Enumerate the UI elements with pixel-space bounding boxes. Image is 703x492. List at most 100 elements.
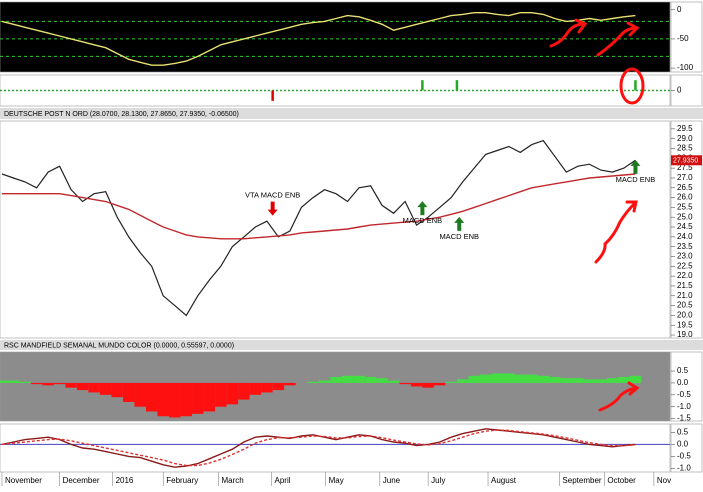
- panel-background: [0, 1, 671, 73]
- last-price-label: 27.9350: [673, 158, 698, 165]
- panel: RSC MANDFIELD SEMANAL MUNDO COLOR (0.000…: [0, 340, 703, 423]
- bar: [410, 382, 423, 387]
- bar: [595, 379, 607, 383]
- bar: [606, 378, 619, 383]
- y-tick-label: -1.5: [677, 414, 691, 423]
- bar: [468, 375, 480, 383]
- panel-background: [0, 74, 671, 107]
- series-line: [2, 173, 636, 240]
- bar: [157, 382, 169, 417]
- y-tick-label: -1.0: [677, 402, 691, 411]
- bar: [618, 376, 630, 383]
- panel: 0 -50 -100: [0, 1, 703, 73]
- panel: 0: [0, 74, 703, 107]
- annotation: MACD ENB: [403, 216, 443, 225]
- bar: [318, 380, 331, 383]
- bar: [215, 382, 227, 407]
- bar: [19, 381, 31, 383]
- panel: DEUTSCHE POST N ORD (28.0700, 28.1300, 2…: [0, 108, 703, 339]
- bar: [122, 382, 135, 402]
- x-tick-label: October: [607, 476, 636, 485]
- bar: [238, 382, 250, 400]
- x-tick-label: December: [63, 476, 100, 485]
- hand-drawn-marks: [549, 18, 645, 412]
- y-tick-label: -0.5: [677, 452, 691, 461]
- scribble-arrow: [549, 18, 588, 48]
- x-tick-label: July: [431, 476, 445, 485]
- y-tick-label: 25.0: [677, 212, 693, 221]
- series-line: [1, 12, 636, 66]
- y-tick-label: 0.5: [677, 366, 689, 375]
- y-tick-label: 26.0: [677, 193, 693, 202]
- value-axis: [670, 74, 703, 107]
- y-tick-label: 21.5: [677, 281, 693, 290]
- bar: [7, 380, 20, 383]
- y-tick-label: 23.0: [677, 252, 693, 261]
- last-price-box: [671, 155, 702, 166]
- bar: [42, 382, 54, 386]
- annotation: VTA MACD ENB: [245, 191, 300, 200]
- signal-arrow: [267, 201, 278, 216]
- bar: [145, 382, 158, 412]
- x-tick-label: September: [562, 476, 601, 485]
- bar: [330, 376, 342, 383]
- y-tick-label: -100: [677, 63, 694, 72]
- bar: [99, 382, 112, 395]
- panel-header: [0, 108, 703, 119]
- bar: [560, 378, 573, 383]
- bar: [572, 378, 584, 383]
- panel-header: [0, 340, 703, 350]
- y-tick-label: 22.5: [677, 261, 693, 270]
- bar: [76, 382, 89, 391]
- bar: [192, 382, 204, 414]
- bar: [180, 382, 193, 417]
- y-tick-label: 24.5: [677, 222, 693, 231]
- bar: [583, 379, 596, 383]
- y-tick-label: 28.5: [677, 144, 693, 153]
- scribble-arrow: [596, 21, 640, 57]
- bar: [376, 378, 388, 383]
- y-tick-label: 21.0: [677, 291, 693, 300]
- bar: [364, 376, 377, 383]
- y-tick-label: 20.0: [677, 311, 693, 320]
- bar: [387, 380, 400, 383]
- scribble-arrow: [598, 381, 640, 412]
- bar: [203, 382, 216, 412]
- bar: [111, 382, 123, 398]
- annotation: MACD ENB: [616, 175, 656, 184]
- panel-background: [0, 423, 671, 473]
- bar: [271, 90, 274, 101]
- bar: [307, 381, 319, 383]
- y-tick-label: 22.0: [677, 271, 693, 280]
- bar: [491, 373, 503, 383]
- y-tick-label: 25.5: [677, 203, 693, 212]
- x-tick-label: June: [383, 476, 401, 485]
- bar: [53, 382, 66, 385]
- y-tick-label: 23.5: [677, 242, 693, 251]
- y-tick-label: 20.5: [677, 301, 693, 310]
- series-line: [1, 429, 636, 467]
- bar: [537, 375, 550, 383]
- bar: [134, 382, 146, 407]
- y-tick-label: 29.0: [677, 134, 693, 143]
- panel-title: DEUTSCHE POST N ORD (28.0700, 28.1300, 2…: [4, 111, 239, 118]
- bar: [433, 382, 446, 386]
- y-tick-label: 0.0: [677, 440, 689, 449]
- x-tick-label: 2016: [116, 476, 134, 485]
- y-tick-label: 0: [677, 5, 682, 14]
- signal-arrow: [454, 216, 465, 231]
- y-tick-label: 19.5: [677, 320, 693, 329]
- bar: [341, 375, 354, 383]
- y-tick-label: 0.0: [677, 378, 689, 387]
- bar: [479, 374, 492, 383]
- bar: [445, 381, 457, 383]
- bar: [526, 374, 538, 383]
- panel-title: RSC MANDFIELD SEMANAL MUNDO COLOR (0.000…: [4, 342, 234, 349]
- bar: [549, 376, 561, 383]
- y-tick-label: 26.5: [677, 183, 693, 192]
- x-tick-label: November: [5, 476, 42, 485]
- bar: [249, 382, 262, 395]
- value-axis: [670, 423, 703, 473]
- annotation: MACD ENB: [439, 232, 479, 241]
